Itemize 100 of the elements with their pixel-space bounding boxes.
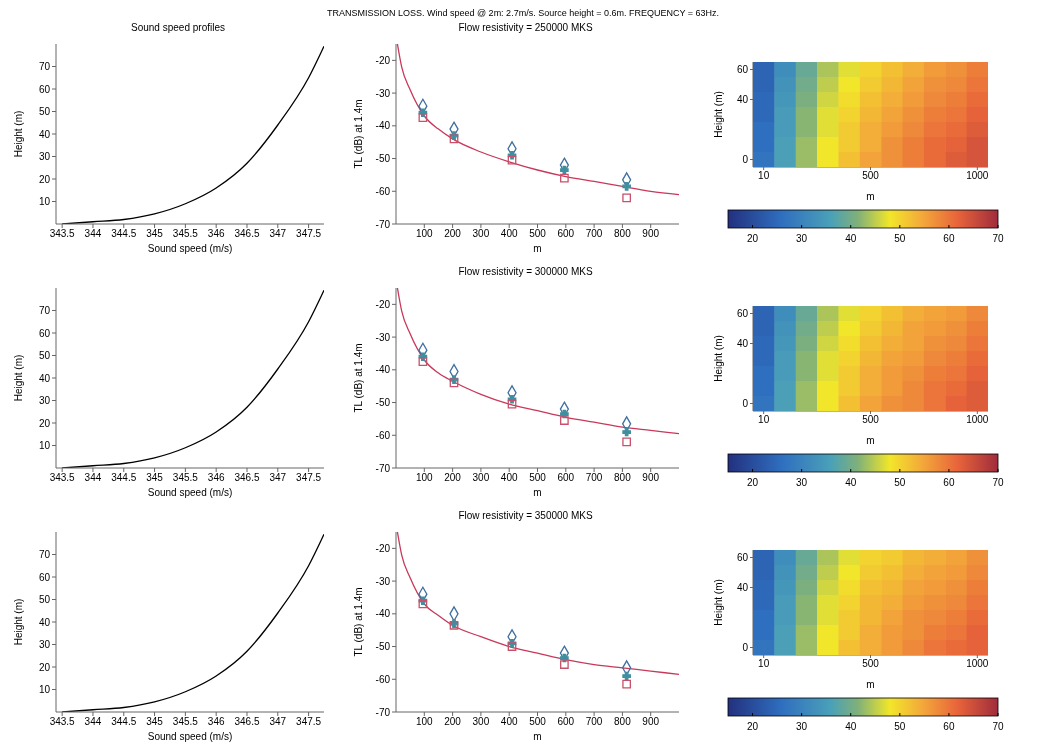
color-bar-label: 70 — [992, 721, 1004, 732]
x-tick-label: 400 — [500, 716, 518, 728]
x-tick-label: 100 — [415, 472, 434, 484]
text: TRANSMISSION LOSS. Wind speed @ 2m: 2.7m/s. Source height = 0.6m. FREQUENCY = 63Hz. — [325, 8, 721, 18]
x-tick-label: 347.5 — [296, 716, 322, 728]
x-axis-title: Sound speed (m/s) — [147, 487, 233, 498]
point — [560, 409, 569, 419]
x-tick-label: 346 — [207, 716, 225, 728]
x-tick-label: 600 — [557, 228, 575, 240]
y-tick-label: 50 — [38, 106, 51, 118]
x-tick-label: 400 — [500, 472, 518, 484]
color-bar-label: 50 — [894, 477, 906, 488]
point — [418, 357, 428, 366]
y-tick-label: -30 — [375, 331, 391, 343]
x-axis-title: m — [866, 435, 875, 446]
point — [449, 378, 459, 388]
x-tick-label: 343.5 — [49, 228, 76, 240]
point — [622, 671, 631, 681]
y-tick-label: 70 — [38, 305, 51, 317]
color-bar-label: 50 — [894, 233, 906, 244]
y-tick-label: 70 — [38, 549, 51, 561]
x-tick-label: 200 — [444, 228, 462, 240]
x-axis-title: m — [866, 679, 875, 690]
x-tick-label: 345.5 — [172, 228, 199, 240]
y-tick-label: 40 — [38, 128, 51, 140]
y-tick-label: -60 — [375, 429, 391, 441]
y-axis-title: Height (m) — [712, 335, 724, 382]
chart-title: Flow resistivity = 350000 MKS — [457, 510, 594, 523]
y-tick-label: -40 — [375, 120, 391, 132]
point — [507, 155, 517, 165]
y-tick-label: 20 — [38, 661, 51, 673]
x-tick-label: 800 — [614, 716, 632, 728]
x-tick-label: 800 — [614, 472, 632, 484]
chart-title: Flow resistivity = 300000 MKS — [457, 266, 594, 279]
x-tick-label: 347 — [269, 228, 287, 240]
x-tick-label: 500 — [862, 170, 880, 182]
x-tick-label: 10 — [758, 170, 770, 182]
x-tick-label: 10 — [758, 658, 770, 670]
y-tick-label: 60 — [38, 83, 51, 95]
x-tick-label: 345.5 — [172, 472, 199, 484]
x-tick-label: 700 — [585, 716, 603, 728]
x-tick-label: 600 — [557, 472, 575, 484]
color-bar-label: 60 — [943, 721, 955, 732]
x-tick-label: 900 — [642, 228, 660, 240]
line-series — [396, 44, 679, 196]
point — [507, 399, 517, 409]
x-tick-label: 345 — [146, 472, 164, 484]
y-tick-label: 70 — [38, 61, 51, 73]
y-tick-label: 40 — [736, 582, 749, 594]
y-axis-title: Height (m) — [12, 598, 24, 646]
x-tick-label: 400 — [500, 228, 518, 240]
color-bar-label: 30 — [796, 233, 808, 244]
y-tick-label: -20 — [375, 54, 391, 66]
y-tick-label: 20 — [38, 173, 51, 185]
y-tick-label: 0 — [742, 154, 749, 166]
y-tick-label: -20 — [375, 542, 391, 554]
point — [622, 679, 631, 689]
point — [622, 437, 631, 447]
x-axis-title: Sound speed (m/s) — [147, 243, 233, 254]
x-tick-label: 343.5 — [49, 472, 76, 484]
x-tick-label: 344.5 — [111, 716, 137, 728]
x-tick-label: 500 — [529, 472, 547, 484]
x-tick-label: 700 — [585, 228, 603, 240]
point — [622, 427, 631, 437]
y-tick-label: 0 — [742, 642, 749, 654]
x-tick-label: 100 — [415, 716, 434, 728]
y-tick-label: 50 — [38, 594, 51, 606]
y-tick-label: 60 — [38, 327, 51, 339]
y-tick-label: -60 — [375, 673, 391, 685]
x-axis-title: m — [866, 191, 875, 202]
point — [449, 134, 459, 144]
x-tick-label: 346 — [207, 228, 225, 240]
x-tick-label: 346.5 — [234, 228, 260, 240]
x-tick-label: 345 — [146, 228, 164, 240]
y-tick-label: 40 — [736, 94, 749, 106]
point — [507, 394, 517, 404]
y-tick-label: 10 — [38, 440, 51, 452]
y-tick-label: 60 — [38, 571, 51, 583]
color-bar-label: 50 — [894, 721, 906, 732]
y-axis-title: Height (m) — [712, 91, 724, 138]
y-axis-title: TL (dB) at 1.4m — [352, 587, 364, 657]
x-tick-label: 200 — [444, 716, 462, 728]
x-tick-label: 347.5 — [296, 472, 322, 484]
x-tick-label: 600 — [557, 716, 575, 728]
color-bar-label: 60 — [943, 233, 955, 244]
x-tick-label: 347 — [269, 716, 287, 728]
point — [418, 113, 428, 122]
point — [560, 173, 569, 183]
y-tick-label: 40 — [38, 616, 51, 628]
x-axis-title: m — [533, 487, 542, 498]
y-tick-label: -20 — [375, 298, 391, 310]
y-tick-label: 0 — [742, 398, 749, 410]
y-axis-title: Height (m) — [712, 579, 724, 626]
x-tick-label: 300 — [472, 228, 490, 240]
y-tick-label: -70 — [375, 706, 391, 718]
x-tick-label: 1000 — [966, 414, 989, 426]
point — [507, 150, 517, 160]
y-tick-label: -40 — [375, 364, 391, 376]
x-axis-title: m — [533, 731, 542, 742]
y-tick-label: 10 — [38, 196, 51, 208]
